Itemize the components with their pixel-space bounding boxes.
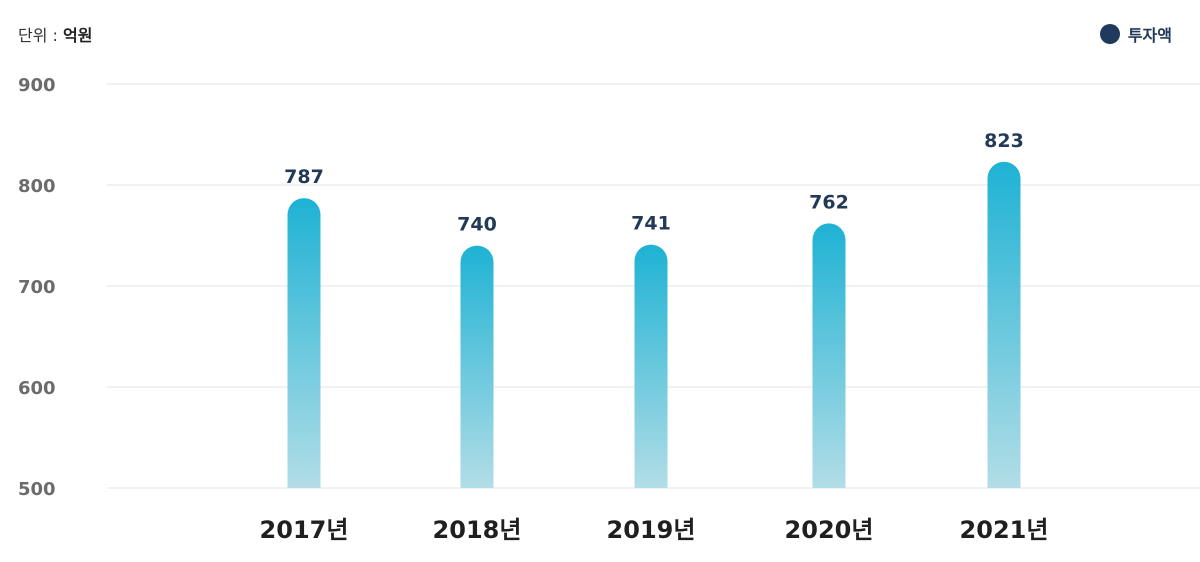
x-tick-label: 2017년 (260, 516, 349, 544)
unit-value: 억원 (63, 26, 93, 45)
unit-label: 단위 : (18, 26, 64, 45)
y-tick-label: 600 (18, 378, 56, 399)
x-tick-label: 2021년 (960, 516, 1049, 544)
bar (987, 161, 1021, 488)
data-label: 741 (631, 213, 671, 235)
x-tick-label: 2019년 (607, 516, 696, 544)
x-tick-label: 2018년 (433, 516, 522, 544)
bar (460, 245, 494, 488)
y-tick-label: 500 (18, 479, 56, 500)
x-tick-label: 2020년 (785, 516, 874, 544)
bar (812, 223, 846, 488)
y-tick-label: 700 (18, 277, 56, 298)
data-label: 823 (984, 130, 1024, 152)
bars (287, 161, 1021, 488)
y-tick-label: 800 (18, 176, 56, 197)
bar (287, 198, 321, 488)
legend-label: 투자액 (1127, 26, 1172, 45)
legend-dot-icon (1099, 24, 1120, 44)
data-labels: 787 740 741 762 823 (284, 130, 1024, 236)
x-axis-ticks: 2017년 2018년 2019년 2020년 2021년 (260, 516, 1049, 544)
y-tick-label: 900 (18, 75, 56, 96)
data-label: 787 (284, 166, 324, 188)
data-label: 762 (809, 191, 849, 213)
bar (634, 244, 668, 488)
legend: 투자액 (1099, 22, 1172, 46)
y-axis-ticks: 500 600 700 800 900 (18, 75, 56, 500)
unit-caption: 단위 : 억원 (18, 22, 92, 46)
data-label: 740 (457, 214, 497, 236)
